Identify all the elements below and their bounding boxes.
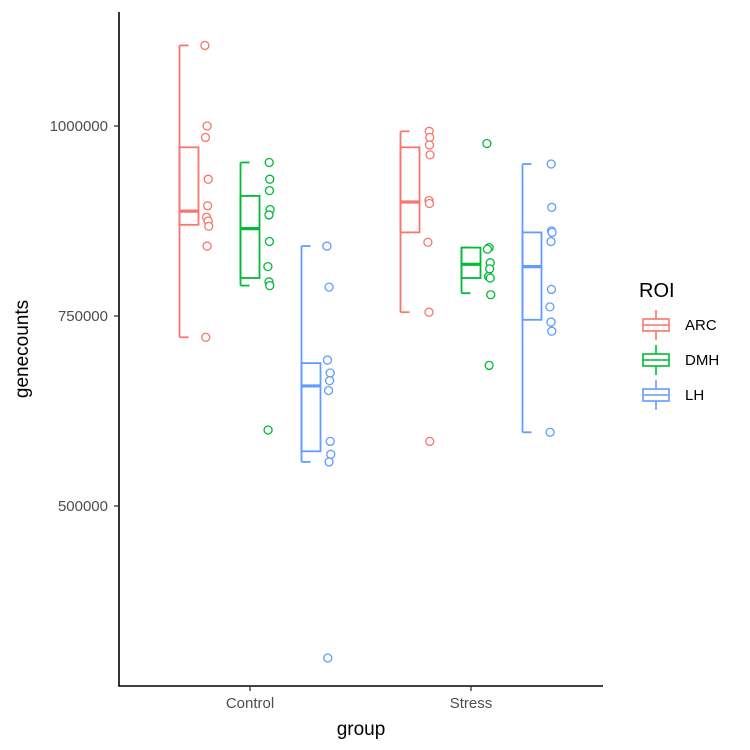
data-point xyxy=(326,449,336,459)
data-point xyxy=(201,332,211,342)
points-lh-control xyxy=(322,241,336,663)
data-point xyxy=(264,236,275,247)
box-arc-control xyxy=(178,44,200,339)
data-point xyxy=(202,201,213,211)
data-point xyxy=(263,425,273,435)
data-point xyxy=(546,159,556,169)
box-arc-stress xyxy=(399,130,421,314)
data-point xyxy=(322,241,332,251)
box-iqr xyxy=(239,195,261,279)
points-dmh-control xyxy=(263,157,275,435)
data-point xyxy=(424,307,434,317)
data-point xyxy=(264,157,274,168)
data-point xyxy=(485,273,495,283)
box-lh-stress xyxy=(521,163,543,434)
data-point xyxy=(484,264,495,274)
box-iqr xyxy=(521,231,543,321)
data-point xyxy=(324,375,335,386)
legend: ROI ARC DMH LH xyxy=(639,280,719,410)
legend-label: LH xyxy=(685,387,704,404)
points-arc-stress xyxy=(423,126,435,447)
data-point xyxy=(325,368,335,378)
data-point xyxy=(264,185,275,196)
data-point xyxy=(425,132,435,143)
data-point xyxy=(322,355,333,365)
data-point xyxy=(325,436,335,447)
data-point xyxy=(263,261,273,272)
y-axis-title: genecounts xyxy=(12,300,33,398)
x-ticks: Control Stress xyxy=(226,686,492,712)
box-iqr xyxy=(399,146,421,234)
data-point xyxy=(425,150,435,160)
data-point xyxy=(424,198,435,209)
legend-item-arc: ARC xyxy=(642,310,717,340)
box-layer xyxy=(178,44,543,463)
legend-item-lh: LH xyxy=(642,380,704,410)
legend-title: ROI xyxy=(639,280,675,302)
x-axis-title: group xyxy=(337,719,386,740)
box-iqr xyxy=(178,146,200,226)
box-iqr xyxy=(300,362,322,453)
legend-item-dmh: DMH xyxy=(642,345,719,375)
data-point xyxy=(423,237,433,247)
data-point xyxy=(547,227,557,238)
data-point xyxy=(323,385,334,396)
data-point xyxy=(545,302,555,312)
data-point xyxy=(547,326,557,336)
box-dmh-control xyxy=(239,161,261,287)
data-point xyxy=(265,280,275,291)
points-lh-stress xyxy=(545,159,557,437)
data-point xyxy=(486,290,496,300)
data-point xyxy=(482,244,493,254)
data-point xyxy=(200,132,211,143)
y-tick-label: 1000000 xyxy=(50,118,108,135)
legend-label: DMH xyxy=(685,352,719,369)
data-point xyxy=(204,221,214,231)
legend-label: ARC xyxy=(685,317,717,334)
data-point xyxy=(425,436,435,447)
y-ticks: 500000 750000 1000000 xyxy=(50,118,119,515)
data-point xyxy=(264,210,274,220)
points-dmh-stress xyxy=(482,138,496,371)
data-point xyxy=(203,174,213,184)
data-point xyxy=(323,653,333,663)
data-point xyxy=(202,121,212,131)
box-lh-control xyxy=(300,245,322,463)
data-point xyxy=(547,202,557,212)
data-point xyxy=(202,241,212,251)
data-point xyxy=(546,236,556,247)
axes xyxy=(118,12,603,687)
y-tick-label: 750000 xyxy=(58,308,108,325)
data-point xyxy=(324,282,334,292)
data-point xyxy=(265,174,275,184)
x-tick-label: Control xyxy=(226,695,274,712)
points-arc-control xyxy=(200,40,214,342)
data-point xyxy=(424,140,435,150)
x-tick-label: Stress xyxy=(450,695,493,712)
y-tick-label: 500000 xyxy=(58,498,108,515)
box-dmh-stress xyxy=(460,246,482,295)
data-point xyxy=(546,284,557,295)
data-point xyxy=(324,457,334,467)
data-point xyxy=(484,360,494,371)
data-point xyxy=(546,317,556,327)
data-point xyxy=(482,138,492,149)
data-point xyxy=(200,40,210,51)
data-point xyxy=(545,427,555,437)
point-layer xyxy=(200,40,557,663)
